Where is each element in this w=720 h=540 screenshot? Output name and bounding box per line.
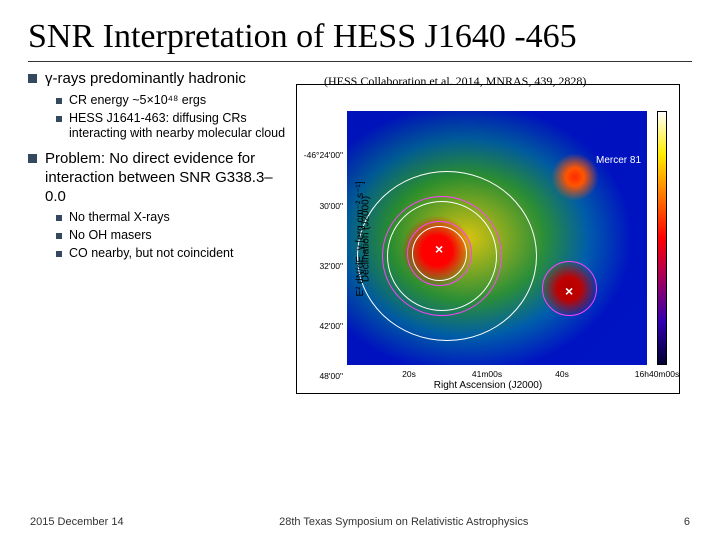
bullet-icon	[56, 215, 62, 221]
y-tick: 30'00"	[299, 201, 343, 211]
bullet-icon	[56, 251, 62, 257]
bullet-1-2: HESS J1641-463: diffusing CRs interactin…	[69, 111, 288, 142]
colorbar	[657, 111, 667, 365]
footer-date: 2015 December 14	[30, 516, 124, 528]
x-tick: 41m00s	[472, 369, 502, 379]
bullet-icon	[56, 98, 62, 104]
content-row: γ-rays predominantly hadronic CR energy …	[28, 70, 692, 510]
slide-title: SNR Interpretation of HESS J1640 -465	[28, 18, 692, 55]
marker-x-icon: ×	[565, 283, 573, 299]
contour-white	[357, 171, 537, 341]
bullet-2-1: No thermal X-rays	[69, 210, 170, 226]
footer: 2015 December 14 28th Texas Symposium on…	[28, 510, 692, 528]
bullet-icon	[56, 116, 62, 122]
figure-citation: (HESS Collaboration et al. 2014, MNRAS, …	[324, 74, 586, 89]
bullet-icon	[28, 74, 37, 83]
bullet-column: γ-rays predominantly hadronic CR energy …	[28, 70, 288, 510]
figure-frame: × × Mercer 81 Right Ascension (J2000) E²…	[296, 84, 680, 394]
y-tick: -46°24'00"	[299, 150, 343, 160]
x-tick: 40s	[555, 369, 569, 379]
y-tick: 42'00"	[299, 321, 343, 331]
x-axis-label: Right Ascension (J2000)	[434, 380, 542, 391]
footer-page-number: 6	[684, 516, 690, 528]
figure-column: (HESS Collaboration et al. 2014, MNRAS, …	[296, 70, 692, 510]
annot-mercer: Mercer 81	[596, 155, 641, 166]
heatmap-image: × × Mercer 81	[347, 111, 647, 365]
bullet-1-1: CR energy ~5×10⁴⁸ ergs	[69, 93, 206, 109]
footer-conference: 28th Texas Symposium on Relativistic Ast…	[124, 516, 684, 528]
bullet-icon	[28, 154, 37, 163]
y-tick: 32'00"	[299, 261, 343, 271]
y-axis-label-right: Declination (J2000)	[361, 196, 372, 282]
bullet-1: γ-rays predominantly hadronic	[45, 70, 246, 89]
x-tick: 16h40m00s	[635, 369, 679, 379]
bullet-2-3: CO nearby, but not coincident	[69, 246, 233, 262]
bullet-icon	[56, 233, 62, 239]
x-tick: 20s	[402, 369, 416, 379]
slide: SNR Interpretation of HESS J1640 -465 γ-…	[0, 0, 720, 540]
y-tick: 48'00"	[299, 371, 343, 381]
marker-x-icon: ×	[435, 241, 443, 257]
bullet-2: Problem: No direct evidence for interact…	[45, 150, 288, 206]
title-rule	[28, 61, 692, 62]
bullet-2-2: No OH masers	[69, 228, 152, 244]
